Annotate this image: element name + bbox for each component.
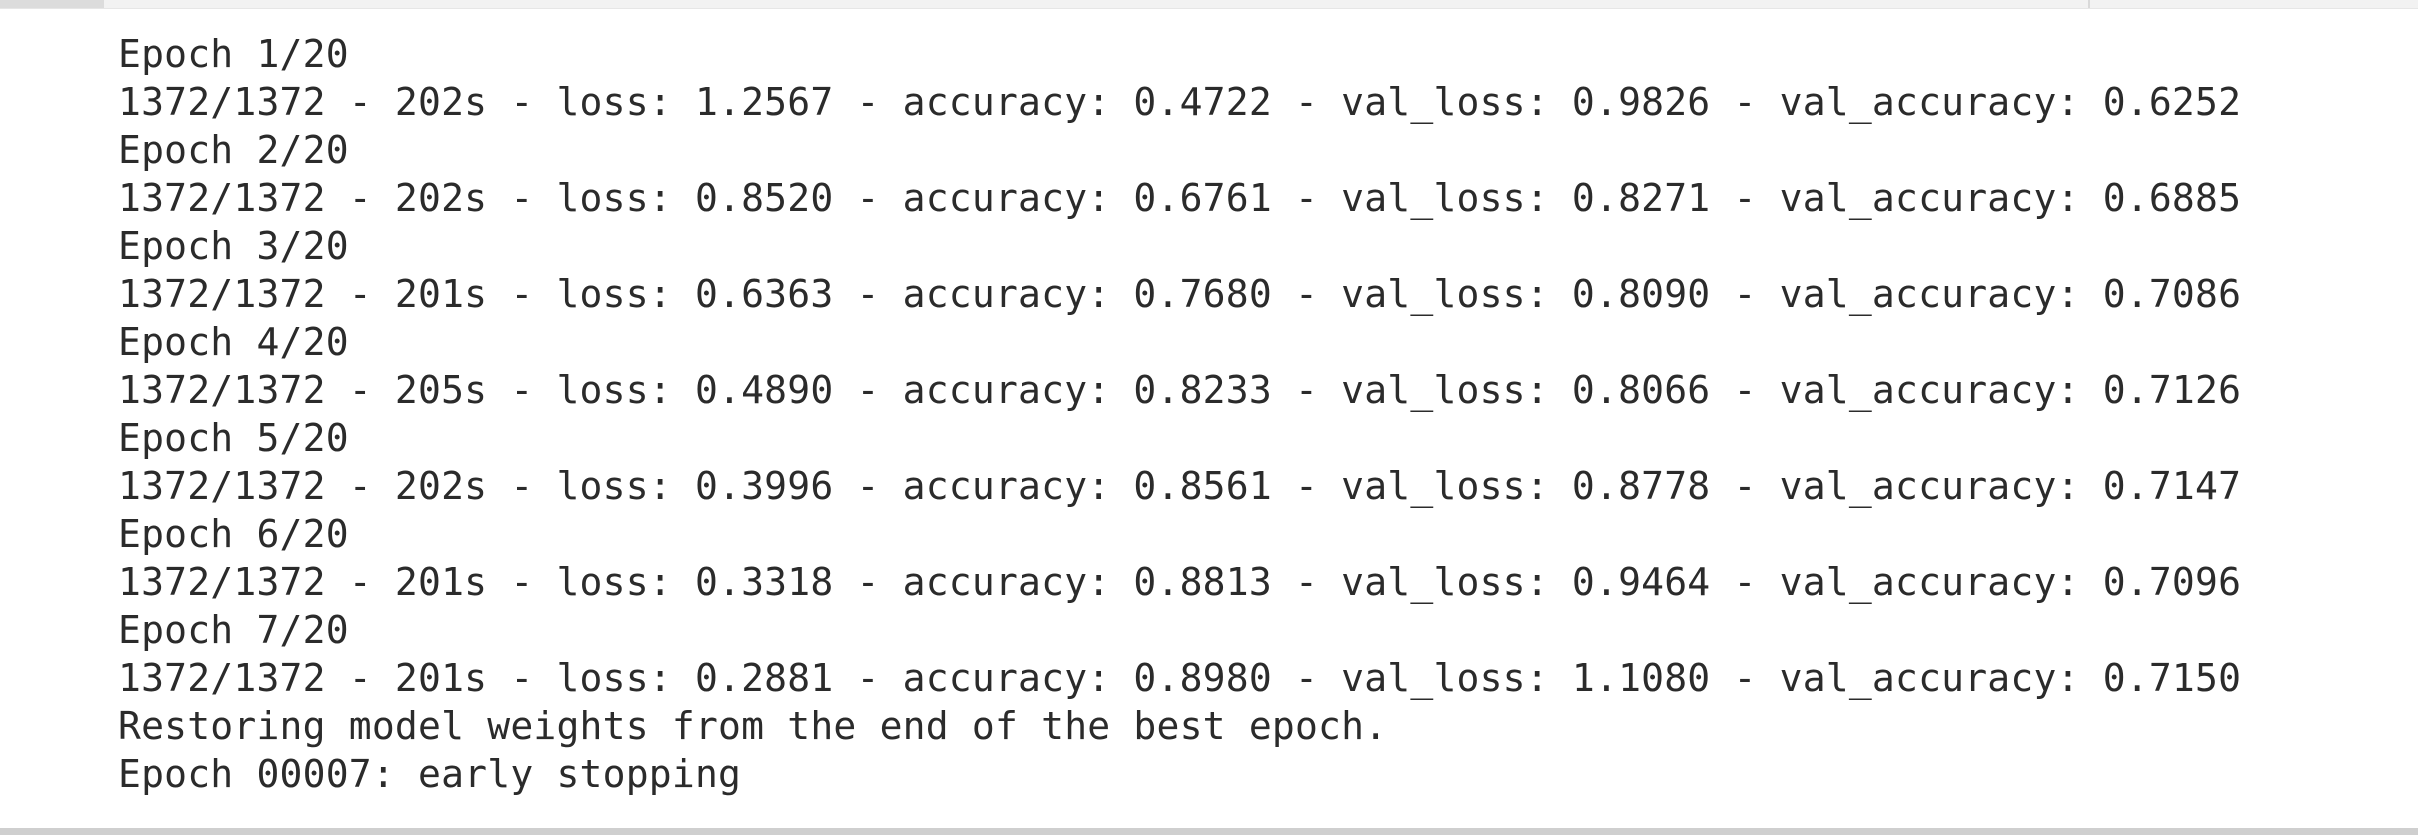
epoch-header-line: Epoch 6/20 (118, 512, 349, 556)
epoch-header-line: Epoch 2/20 (118, 128, 349, 172)
epoch-header-line: Epoch 1/20 (118, 32, 349, 76)
epoch-metrics-line: 1372/1372 - 205s - loss: 0.4890 - accura… (118, 368, 2242, 412)
epoch-header-line: Epoch 4/20 (118, 320, 349, 364)
epoch-header-line: Epoch 5/20 (118, 416, 349, 460)
epoch-metrics-line: 1372/1372 - 202s - loss: 1.2567 - accura… (118, 80, 2242, 124)
training-log-output: Epoch 1/20 1372/1372 - 202s - loss: 1.25… (118, 30, 2398, 810)
early-stopping-message: Epoch 00007: early stopping (118, 752, 742, 796)
epoch-metrics-line: 1372/1372 - 202s - loss: 0.3996 - accura… (118, 464, 2242, 508)
cell-bottom-border (0, 828, 2418, 835)
cell-top-bar (0, 0, 2418, 9)
cell-top-divider (2088, 0, 2090, 8)
epoch-metrics-line: 1372/1372 - 201s - loss: 0.3318 - accura… (118, 560, 2242, 604)
epoch-header-line: Epoch 7/20 (118, 608, 349, 652)
epoch-metrics-line: 1372/1372 - 201s - loss: 0.6363 - accura… (118, 272, 2242, 316)
epoch-metrics-line: 1372/1372 - 201s - loss: 0.2881 - accura… (118, 656, 2242, 700)
epoch-metrics-line: 1372/1372 - 202s - loss: 0.8520 - accura… (118, 176, 2242, 220)
restoring-weights-message: Restoring model weights from the end of … (118, 704, 1388, 748)
epoch-header-line: Epoch 3/20 (118, 224, 349, 268)
cell-top-tab (0, 0, 104, 8)
